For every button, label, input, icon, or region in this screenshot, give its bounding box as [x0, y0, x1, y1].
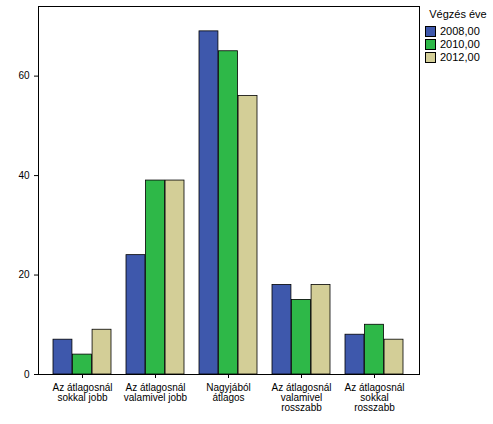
svg-text:Az átlagosnálvalamivel jobb: Az átlagosnálvalamivel jobb — [124, 382, 188, 403]
svg-text:40: 40 — [18, 170, 30, 181]
html-text:2012,00: 2012,00 — [440, 51, 480, 63]
svg-text:0: 0 — [24, 369, 30, 380]
html-text:2010,00: 2010,00 — [440, 38, 480, 50]
svg-text:Az átlagosnálsokkalrosszabb: Az átlagosnálsokkalrosszabb — [344, 382, 404, 413]
html-text:Végzés éve: Végzés éve — [429, 8, 487, 20]
html-text:2008,00: 2008,00 — [440, 25, 480, 37]
svg-text:Nagyjábólátlagos: Nagyjábólátlagos — [206, 382, 250, 403]
svg-text:Az átlagosnálvalamivelrosszabb: Az átlagosnálvalamivelrosszabb — [271, 382, 331, 413]
svg-text:20: 20 — [18, 269, 30, 280]
svg-text:Az átlagosnálsokkal jobb: Az átlagosnálsokkal jobb — [52, 382, 112, 403]
svg-text:60: 60 — [18, 70, 30, 81]
